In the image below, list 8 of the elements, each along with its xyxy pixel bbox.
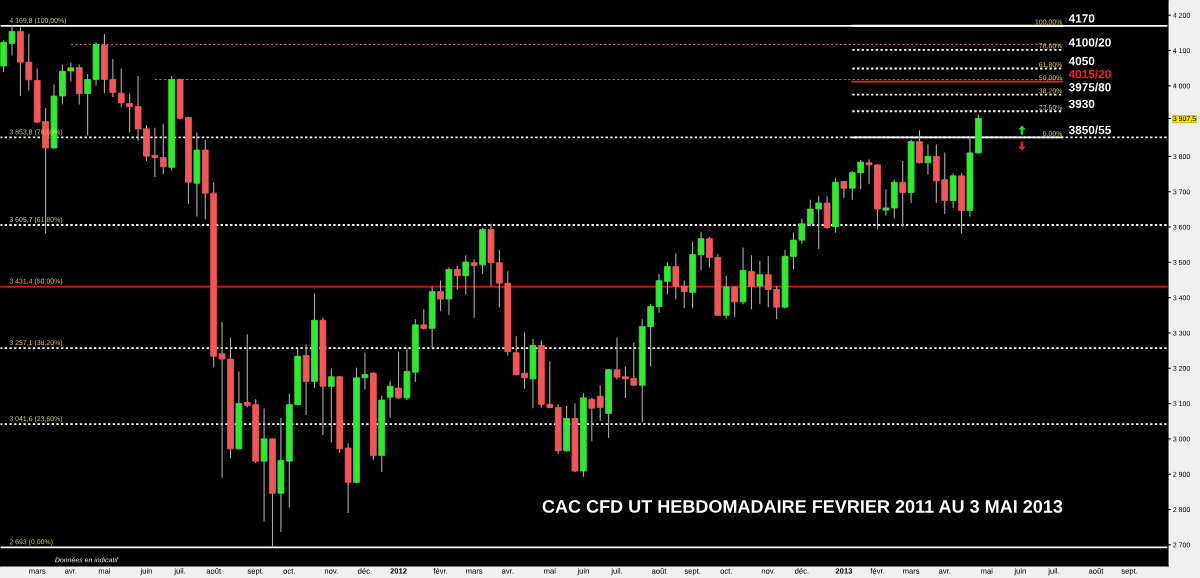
annotation: 3975/80 <box>1068 82 1111 92</box>
annotation: 4170 <box>1068 14 1095 23</box>
annotation: 4100/20 <box>1068 37 1111 47</box>
text: CAC CFD UT HEBDOMADAIRE FEVRIER 2011 AU 3 MAI 2013 <box>542 500 1063 513</box>
annotation: 3930 <box>1068 99 1095 109</box>
annotation: 3850/55 <box>1068 125 1111 135</box>
annotation: 4015/20 <box>1068 69 1111 79</box>
annotation: 4050 <box>1068 56 1095 66</box>
